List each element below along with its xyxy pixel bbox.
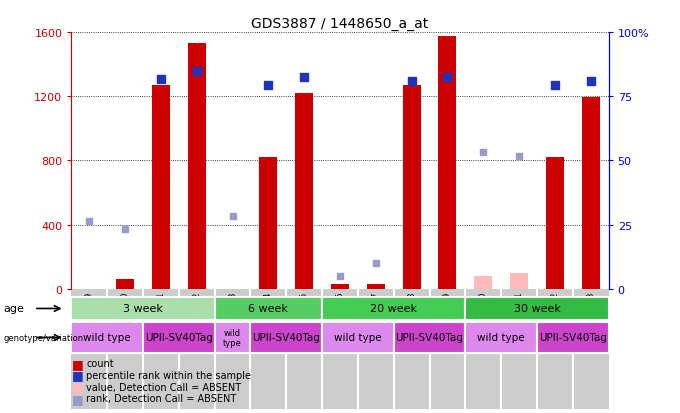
Point [299, 74, 309, 81]
Point [227, 213, 238, 220]
Point [191, 68, 202, 75]
Point [84, 218, 95, 225]
Text: UPII-SV40Tag: UPII-SV40Tag [145, 332, 213, 343]
Text: value, Detection Call = ABSENT: value, Detection Call = ABSENT [86, 382, 241, 392]
Point [156, 76, 167, 83]
Text: 3 week: 3 week [123, 304, 163, 314]
Point [513, 153, 524, 159]
Point [335, 273, 345, 280]
Bar [260, 158, 277, 289]
Bar [403, 86, 420, 289]
Bar [510, 273, 528, 289]
Text: UPII-SV40Tag: UPII-SV40Tag [396, 332, 464, 343]
Point [442, 74, 453, 81]
Text: wild type: wild type [84, 332, 131, 343]
Bar [152, 86, 170, 289]
Bar [116, 280, 134, 289]
Text: count: count [86, 358, 114, 368]
Title: GDS3887 / 1448650_a_at: GDS3887 / 1448650_a_at [252, 17, 428, 31]
Text: ■: ■ [71, 380, 83, 393]
Point [371, 260, 381, 267]
Bar [331, 284, 349, 289]
Point [406, 78, 417, 85]
Text: UPII-SV40Tag: UPII-SV40Tag [252, 332, 320, 343]
Point [478, 149, 489, 156]
Bar [439, 37, 456, 289]
Text: percentile rank within the sample: percentile rank within the sample [86, 370, 252, 380]
Text: rank, Detection Call = ABSENT: rank, Detection Call = ABSENT [86, 393, 237, 403]
Bar [475, 276, 492, 289]
Text: genotype/variation: genotype/variation [3, 333, 84, 342]
Bar [546, 158, 564, 289]
Text: ■: ■ [71, 392, 83, 405]
Bar [295, 94, 313, 289]
Text: 6 week: 6 week [248, 304, 288, 314]
Point [585, 78, 596, 85]
Text: wild type: wild type [477, 332, 525, 343]
Text: ■: ■ [71, 357, 83, 370]
Text: wild
type: wild type [223, 328, 242, 347]
Bar [367, 284, 385, 289]
Text: age: age [3, 304, 24, 314]
Text: UPII-SV40Tag: UPII-SV40Tag [539, 332, 607, 343]
Text: wild type: wild type [334, 332, 381, 343]
Point [263, 83, 274, 89]
Text: ■: ■ [71, 368, 83, 382]
Text: 20 week: 20 week [370, 304, 418, 314]
Bar [582, 98, 600, 289]
Point [120, 226, 131, 233]
Text: 30 week: 30 week [513, 304, 560, 314]
Bar [188, 44, 205, 289]
Point [549, 83, 560, 89]
